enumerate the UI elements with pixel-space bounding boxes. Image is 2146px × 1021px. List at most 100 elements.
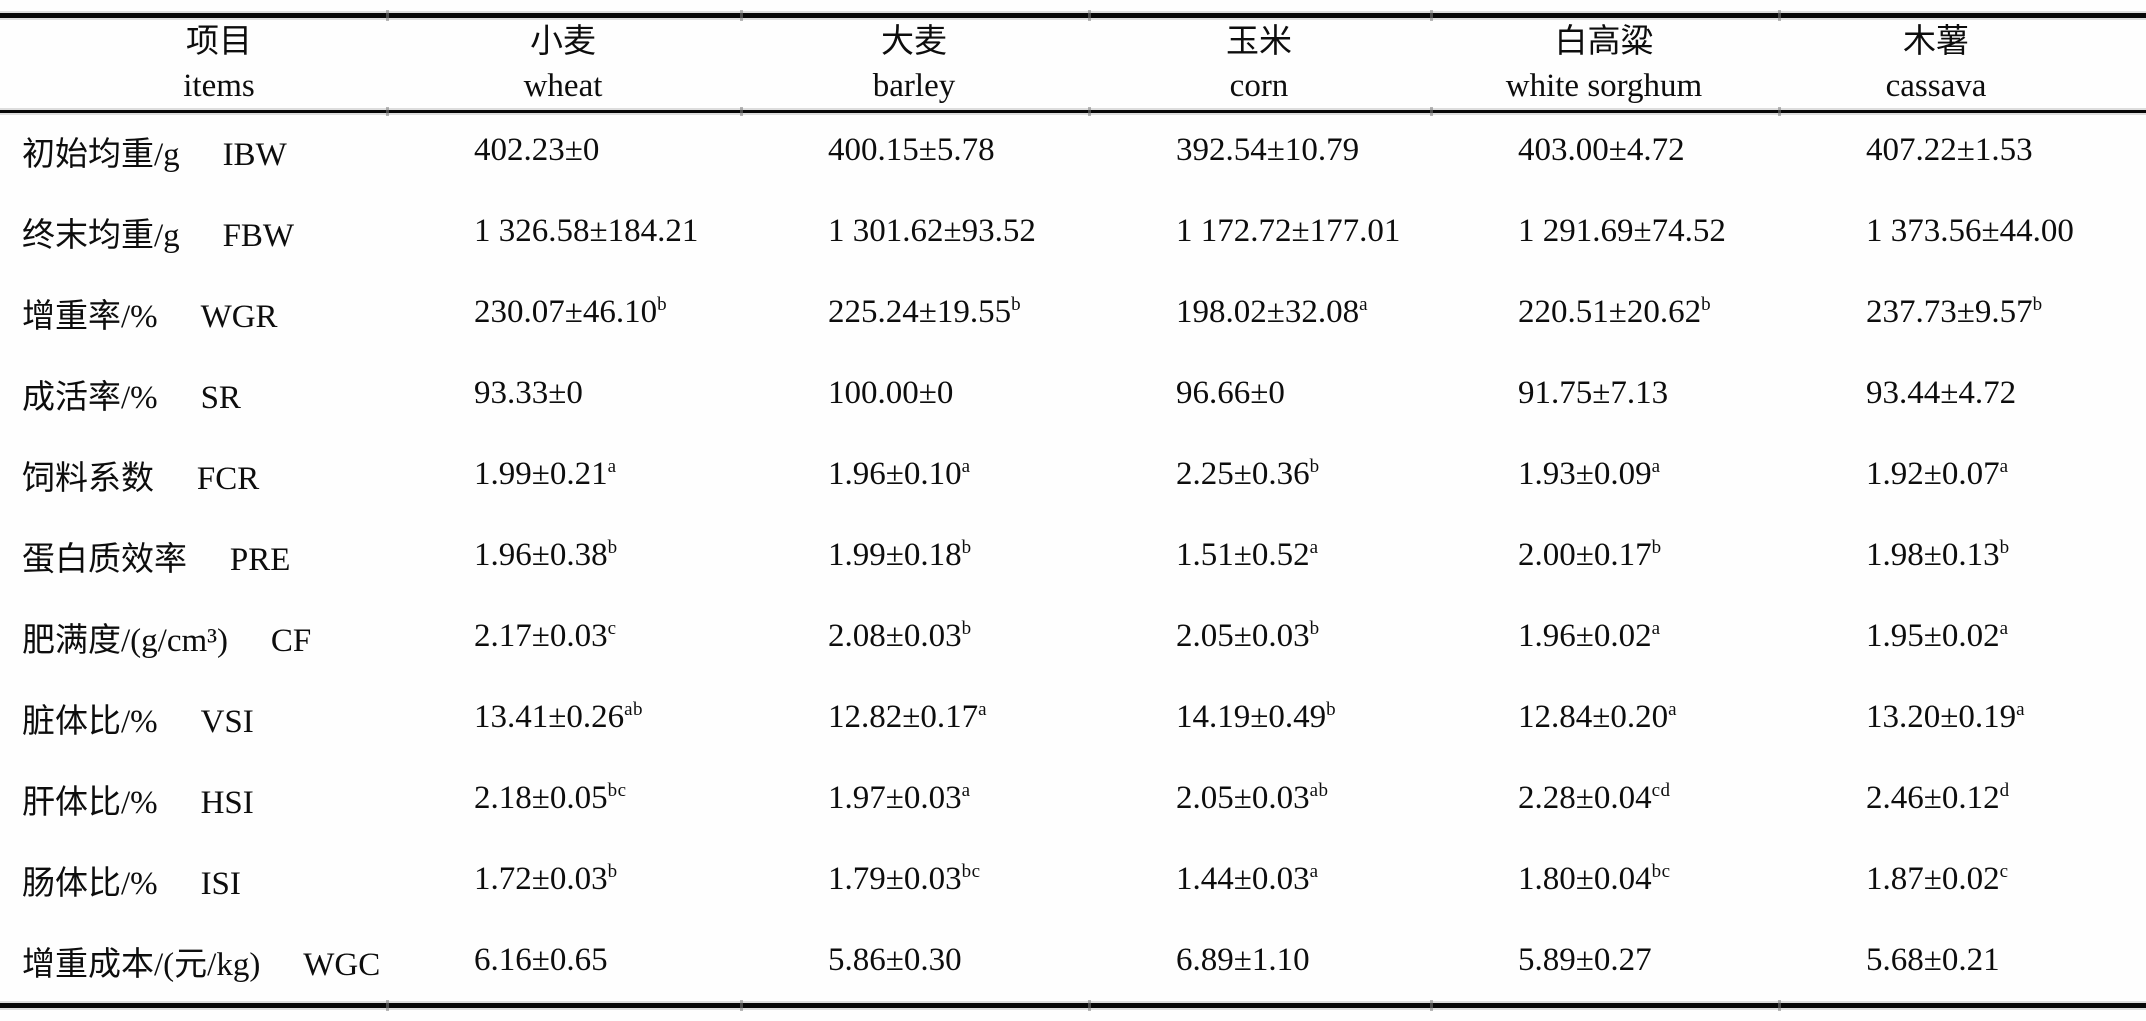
mean-sd-value: 225.24±19.55 [828, 294, 1012, 330]
significance-superscript: cd [1651, 780, 1671, 801]
mean-sd-value: 2.28±0.04 [1518, 780, 1652, 816]
row-label: 初始均重/g IBW [0, 110, 386, 191]
table-row-CF: 肥满度/(g/cm³) CF 2.17±0.03c 2.08±0.03b 2.05±0.… [0, 596, 2146, 677]
row-label-abbr: FCR [196, 460, 260, 497]
significance-superscript: b [657, 294, 668, 315]
value-cell: 100.00±0 [740, 353, 1088, 434]
value-cell: 2.05±0.03b [1088, 596, 1430, 677]
row-label-cn: 蛋白质效率 [22, 541, 187, 578]
significance-superscript: a [1651, 456, 1661, 477]
row-label: 终末均重/g FBW [0, 191, 386, 272]
mean-sd-value: 1 291.69±74.52 [1518, 213, 1726, 249]
value-cell: 1.96±0.10a [740, 434, 1088, 515]
row-label-abbr: HSI [200, 784, 254, 821]
column-header-cassava: 木薯 cassava [1778, 18, 2146, 110]
row-label-cn: 肠体比/% [22, 865, 158, 902]
value-cell: 402.23±0 [386, 110, 740, 191]
row-label: 增重成本/(元/kg) WGC [0, 920, 386, 1001]
mean-sd-value: 2.00±0.17 [1518, 537, 1652, 573]
value-cell: 96.66±0 [1088, 353, 1430, 434]
value-cell: 198.02±32.08a [1088, 272, 1430, 353]
row-label-cn: 肝体比/% [22, 784, 158, 821]
significance-superscript: d [1999, 780, 2010, 801]
value-cell: 1.79±0.03bc [740, 839, 1088, 920]
column-header-en: wheat [523, 68, 603, 104]
significance-superscript: b [1651, 537, 1662, 558]
row-label-cn: 肥满度/(g/cm³) [22, 622, 229, 659]
value-cell: 1.99±0.21a [386, 434, 740, 515]
significance-superscript: b [1326, 699, 1337, 720]
column-header-en: items [183, 68, 255, 104]
value-cell: 1 326.58±184.21 [386, 191, 740, 272]
row-label-abbr: FBW [222, 217, 295, 254]
significance-superscript: b [1999, 537, 2010, 558]
column-boundary-tick [386, 10, 389, 21]
results-table: 项目 items 小麦 wheat 大麦 barley 玉米 corn 白高粱 white sor… [0, 18, 2146, 1001]
mean-sd-value: 1 172.72±177.01 [1176, 213, 1401, 249]
mean-sd-value: 1 326.58±184.21 [474, 213, 699, 249]
value-cell: 5.89±0.27 [1430, 920, 1778, 1001]
column-boundary-tick [1088, 1000, 1091, 1011]
table-head: 项目 items 小麦 wheat 大麦 barley 玉米 corn 白高粱 white sor… [0, 18, 2146, 110]
column-boundary-tick [740, 107, 743, 116]
significance-superscript: a [961, 780, 971, 801]
significance-superscript: a [1999, 618, 2009, 639]
mean-sd-value: 1.87±0.02 [1866, 861, 2000, 897]
mean-sd-value: 1 301.62±93.52 [828, 213, 1036, 249]
row-label-cn: 增重成本/(元/kg) [22, 946, 261, 983]
value-cell: 13.20±0.19a [1778, 677, 2146, 758]
value-cell: 1 291.69±74.52 [1430, 191, 1778, 272]
mean-sd-value: 2.05±0.03 [1176, 618, 1310, 654]
row-label: 饲料系数 FCR [0, 434, 386, 515]
column-boundary-tick [1778, 10, 1781, 21]
value-cell: 1.44±0.03a [1088, 839, 1430, 920]
table-row-VSI: 脏体比/% VSI 13.41±0.26ab 12.82±0.17a 14.19±0.4… [0, 677, 2146, 758]
value-cell: 1 373.56±44.00 [1778, 191, 2146, 272]
value-cell: 6.89±1.10 [1088, 920, 1430, 1001]
value-cell: 1.96±0.38b [386, 515, 740, 596]
row-label-cn: 初始均重/g [22, 136, 180, 173]
row-label-abbr: SR [200, 379, 241, 416]
column-header-en: barley [872, 68, 956, 104]
significance-superscript: b [1309, 456, 1320, 477]
significance-superscript: a [978, 699, 988, 720]
significance-superscript: a [1359, 294, 1369, 315]
row-label: 肝体比/% HSI [0, 758, 386, 839]
significance-superscript: b [961, 618, 972, 639]
mean-sd-value: 1.99±0.18 [828, 537, 962, 573]
row-label-abbr: WGR [200, 298, 278, 335]
table-row-HSI: 肝体比/% HSI 2.18±0.05bc 1.97±0.03a 2.05±0.03ab… [0, 758, 2146, 839]
value-cell: 2.08±0.03b [740, 596, 1088, 677]
row-label-abbr: WGC [303, 946, 381, 983]
significance-superscript: a [1651, 618, 1661, 639]
value-cell: 225.24±19.55b [740, 272, 1088, 353]
column-boundary-tick [1430, 10, 1433, 21]
significance-superscript: b [961, 537, 972, 558]
column-boundary-tick [1088, 10, 1091, 21]
value-cell: 13.41±0.26ab [386, 677, 740, 758]
mean-sd-value: 1.97±0.03 [828, 780, 962, 816]
table-row-PRE: 蛋白质效率 PRE 1.96±0.38b 1.99±0.18b 1.51±0.52a 2.… [0, 515, 2146, 596]
row-label-cn: 脏体比/% [22, 703, 158, 740]
significance-superscript: bc [1651, 861, 1671, 882]
value-cell: 1.98±0.13b [1778, 515, 2146, 596]
significance-superscript: b [607, 537, 618, 558]
mean-sd-value: 400.15±5.78 [828, 132, 995, 168]
value-cell: 220.51±20.62b [1430, 272, 1778, 353]
mean-sd-value: 91.75±7.13 [1518, 375, 1669, 411]
table-row-IBW: 初始均重/g IBW 402.23±0 400.15±5.78 392.54±10.79… [0, 110, 2146, 191]
value-cell: 1.72±0.03b [386, 839, 740, 920]
mean-sd-value: 96.66±0 [1176, 375, 1285, 411]
mean-sd-value: 2.05±0.03 [1176, 780, 1310, 816]
value-cell: 1.99±0.18b [740, 515, 1088, 596]
value-cell: 237.73±9.57b [1778, 272, 2146, 353]
value-cell: 14.19±0.49b [1088, 677, 1430, 758]
mean-sd-value: 1.96±0.38 [474, 537, 608, 573]
mean-sd-value: 198.02±32.08 [1176, 294, 1360, 330]
value-cell: 2.18±0.05bc [386, 758, 740, 839]
mean-sd-value: 5.68±0.21 [1866, 942, 2000, 978]
table-body: 初始均重/g IBW 402.23±0 400.15±5.78 392.54±10.79… [0, 110, 2146, 1001]
significance-superscript: a [1668, 699, 1678, 720]
mean-sd-value: 1.44±0.03 [1176, 861, 1310, 897]
